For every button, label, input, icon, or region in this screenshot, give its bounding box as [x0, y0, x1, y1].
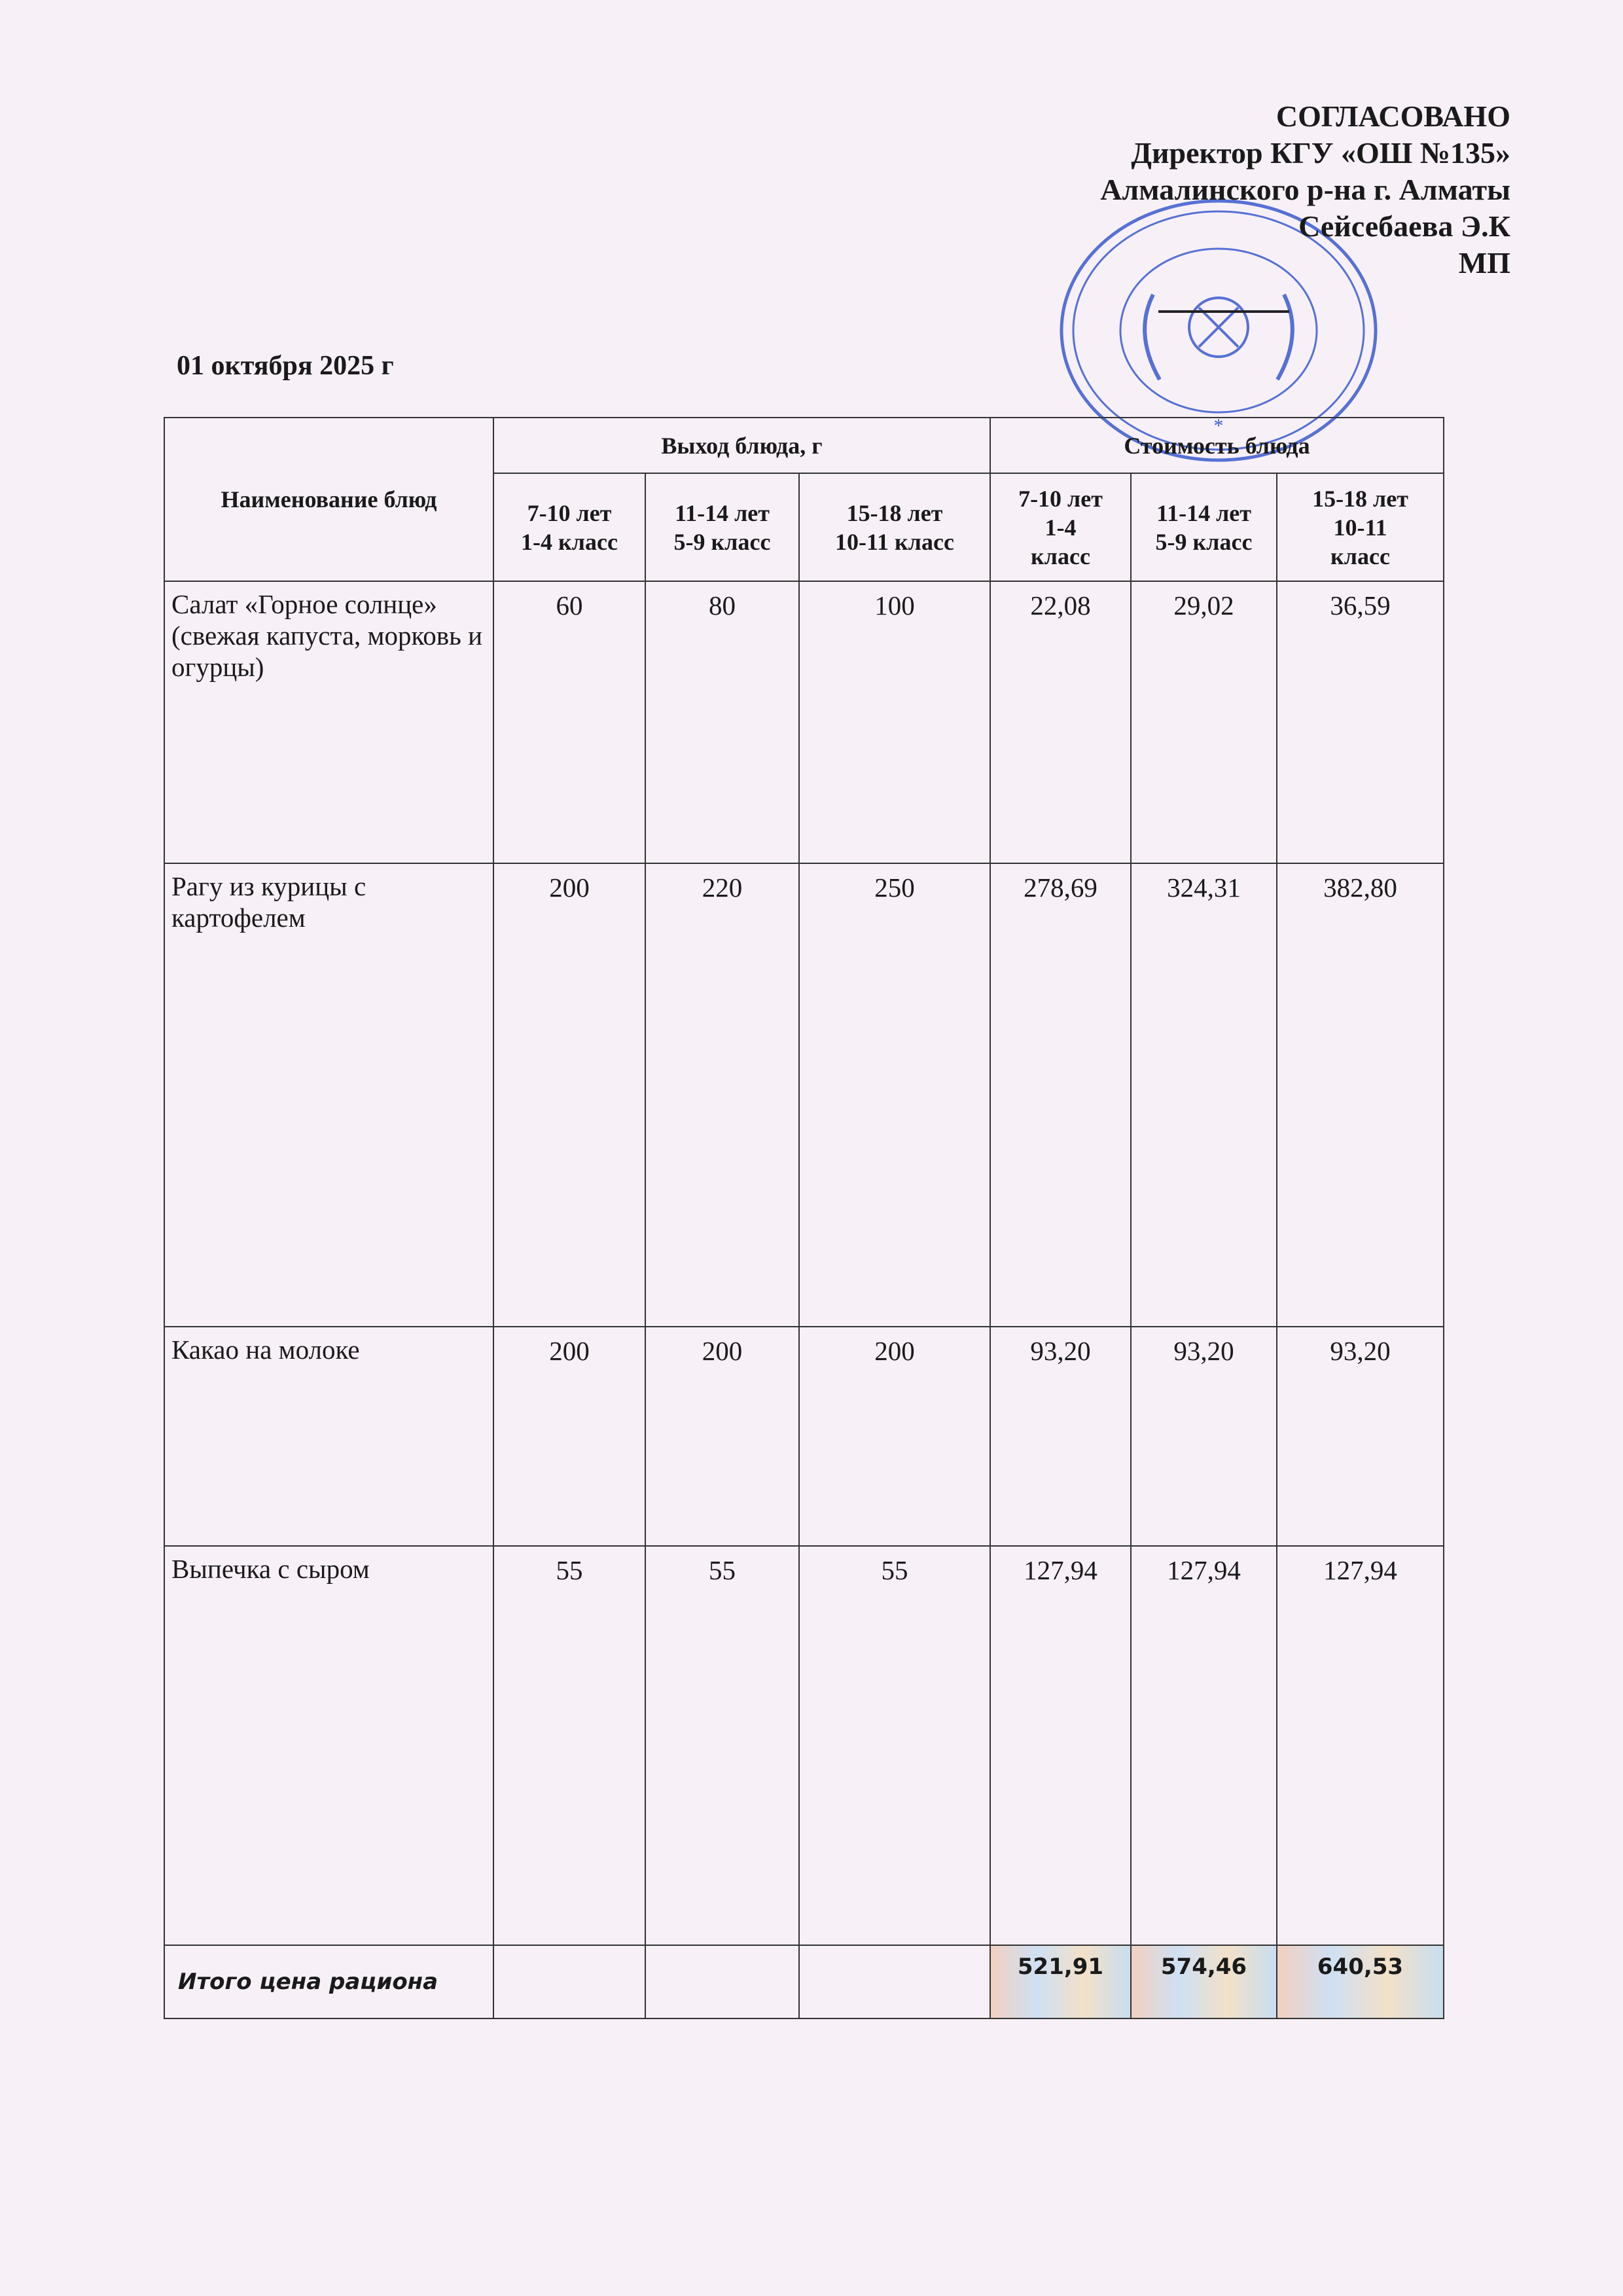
approval-seal-mark: МП — [1458, 246, 1510, 279]
empty-cell — [645, 1945, 800, 2019]
yield-cell: 100 — [798, 581, 991, 864]
subheader-age-group: 15-18 лет 10-11 класс — [798, 473, 991, 582]
subheader-line: 10-11 класс — [835, 528, 954, 555]
yield-cell: 80 — [645, 581, 800, 864]
cost-cell: 127,94 — [1276, 1545, 1444, 1946]
yield-cell: 250 — [798, 863, 991, 1327]
cost-cell: 382,80 — [1276, 863, 1444, 1327]
subheader-age-group: 7-10 лет 1-4 класс — [493, 473, 646, 582]
subheader-line: 7-10 лет — [1018, 485, 1103, 512]
subheader-age-group: 11-14 лет 5-9 класс — [645, 473, 800, 582]
subheader-age-group: 7-10 лет 1-4 класс — [990, 473, 1132, 582]
subheader-line: 1-4 — [1044, 514, 1077, 541]
subheader-age-group: 11-14 лет 5-9 класс — [1130, 473, 1277, 582]
approval-title: СОГЛАСОВАНО — [1275, 99, 1510, 133]
table-row: Выпечка с сыром 55 55 55 127,94 127,94 127,94 — [164, 1545, 1444, 1946]
subheader-line: 15-18 лет — [846, 499, 943, 526]
header-row: Наименование блюд Выход блюда, г Стоимос… — [164, 417, 1444, 582]
cost-cell: 127,94 — [1130, 1545, 1277, 1946]
dish-name: Какао на молоке — [164, 1326, 494, 1547]
approval-block: СОГЛАСОВАНО Директор КГУ «ОШ №135» Алмал… — [1100, 98, 1510, 281]
subheader-line: 5-9 класс — [1155, 528, 1253, 555]
dish-name: Рагу из курицы с картофелем — [164, 863, 494, 1327]
approval-signatory: Сейсебаева Э.К — [1298, 209, 1510, 243]
subheader-row: 7-10 лет 1-4 класс 11-14 лет 5-9 класс 15-18… — [164, 473, 1444, 582]
cost-cell: 36,59 — [1276, 581, 1444, 864]
header-yield: Выход блюда, г — [493, 417, 991, 474]
subheader-line: класс — [1031, 543, 1090, 569]
total-cost-cell: 574,46 — [1130, 1945, 1277, 2019]
empty-cell — [798, 1945, 991, 2019]
yield-cell: 200 — [493, 863, 646, 1327]
yield-cell: 55 — [798, 1545, 991, 1946]
subheader-line: 10-11 — [1333, 514, 1387, 541]
total-cost-cell: 640,53 — [1276, 1945, 1444, 2019]
yield-cell: 200 — [493, 1326, 646, 1547]
table-row: Какао на молоке 200 200 200 93,20 93,20 93,20 — [164, 1326, 1444, 1547]
dish-name: Выпечка с сыром — [164, 1545, 494, 1946]
cost-cell: 278,69 — [990, 863, 1132, 1327]
subheader-line: 11-14 лет — [1156, 499, 1251, 526]
yield-cell: 60 — [493, 581, 646, 864]
subheader-line: 15-18 лет — [1312, 485, 1408, 512]
subheader-line: 11-14 лет — [675, 499, 770, 526]
cost-cell: 29,02 — [1130, 581, 1277, 864]
yield-cell: 55 — [493, 1545, 646, 1946]
subheader-line: 1-4 класс — [521, 528, 618, 555]
cost-cell: 93,20 — [1276, 1326, 1444, 1547]
cost-cell: 22,08 — [990, 581, 1132, 864]
total-cost-cell: 521,91 — [990, 1945, 1132, 2019]
cost-cell: 93,20 — [1130, 1326, 1277, 1547]
yield-cell: 220 — [645, 863, 800, 1327]
table-row: Рагу из курицы с картофелем 200 220 250 278,… — [164, 863, 1444, 1327]
header-cost: Стоимость блюда — [990, 417, 1444, 474]
empty-cell — [493, 1945, 646, 2019]
total-label: Итого цена рациона — [164, 1945, 494, 2019]
subheader-line: класс — [1330, 543, 1390, 569]
total-row: Итого цена рациона 521,91 574,46 640,53 — [164, 1945, 1444, 2019]
dish-name: Салат «Горное солнце» (свежая капуста, м… — [164, 581, 494, 864]
approval-district: Алмалинского р-на г. Алматы — [1100, 173, 1510, 206]
approval-director: Директор КГУ «ОШ №135» — [1131, 136, 1510, 170]
table-row: Салат «Горное солнце» (свежая капуста, м… — [164, 581, 1444, 864]
cost-cell: 324,31 — [1130, 863, 1277, 1327]
yield-cell: 200 — [798, 1326, 991, 1547]
cost-cell: 93,20 — [990, 1326, 1132, 1547]
document-date: 01 октября 2025 г — [177, 351, 394, 381]
header-dish-name: Наименование блюд — [164, 417, 494, 582]
subheader-age-group: 15-18 лет 10-11 класс — [1276, 473, 1444, 582]
yield-cell: 55 — [645, 1545, 800, 1946]
cost-cell: 127,94 — [990, 1545, 1132, 1946]
subheader-line: 7-10 лет — [527, 499, 612, 526]
menu-table: Наименование блюд Выход блюда, г Стоимос… — [164, 417, 1444, 2019]
subheader-line: 5-9 класс — [673, 528, 771, 555]
yield-cell: 200 — [645, 1326, 800, 1547]
signature-line — [1158, 310, 1289, 313]
